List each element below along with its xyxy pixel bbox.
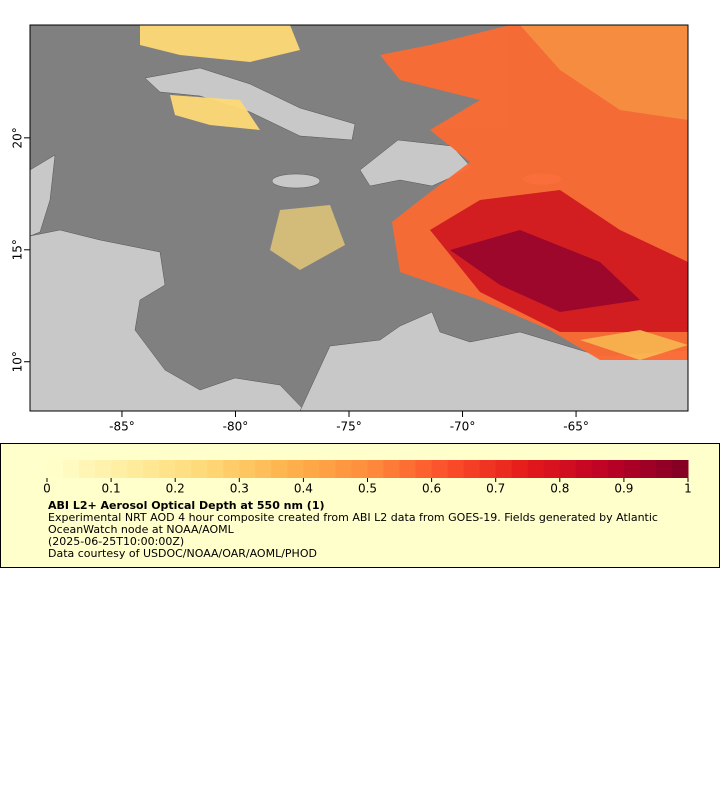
colorbar-tick-label: 0.8 [550, 482, 569, 496]
colorbar-step [607, 460, 625, 478]
colorbar-tick-label: 0.1 [102, 482, 121, 496]
colorbar-step [383, 460, 401, 478]
cuba [144, 67, 356, 141]
colorbar-step [351, 460, 368, 478]
land [30, 67, 688, 411]
central-america [30, 229, 306, 411]
x-tick-label: -65° [563, 420, 589, 434]
yucatan [30, 154, 56, 237]
aerosol-field [140, 25, 688, 360]
jamaica [271, 173, 321, 189]
colorbar-tick-label: 0 [43, 482, 51, 496]
y-tick-label: 20° [11, 127, 25, 148]
colorbar-step [63, 460, 80, 478]
aerosol-patch [140, 25, 300, 62]
colorbar-tick-label: 0.5 [358, 482, 377, 496]
y-tick-label: 15° [11, 239, 25, 260]
colorbar-step [639, 460, 657, 478]
colorbar-step [671, 460, 689, 478]
colorbar-step [159, 460, 176, 478]
colorbar-step [623, 460, 641, 478]
aerosol-patch [450, 230, 640, 312]
colorbar-step [79, 460, 96, 478]
y-tick-label: 10° [11, 351, 25, 372]
colorbar-step [271, 460, 288, 478]
legend-time: (2025-06-25T10:00:00Z) [48, 535, 185, 548]
legend-title: ABI L2+ Aerosol Optical Depth at 550 nm … [48, 499, 325, 512]
colorbar-step [319, 460, 336, 478]
legend-description: Experimental NRT AOD 4 hour composite cr… [48, 511, 658, 536]
colorbar-tick-label: 1 [684, 482, 692, 496]
colorbar-tick-label: 0.2 [166, 482, 185, 496]
colorbar-step [255, 460, 272, 478]
colorbar-step [431, 460, 449, 478]
colorbar-step [287, 460, 304, 478]
colorbar-step [463, 460, 481, 478]
colorbar-step [111, 460, 128, 478]
colorbar-step [511, 460, 529, 478]
colorbar-step [175, 460, 192, 478]
colorbar-step [575, 460, 593, 478]
colorbar-step [655, 460, 673, 478]
colorbar-step [367, 460, 385, 478]
colorbar-step [591, 460, 609, 478]
aerosol-patch [520, 25, 688, 120]
x-tick-label: -80° [223, 420, 249, 434]
colorbar-step [495, 460, 513, 478]
south-america [299, 311, 688, 411]
legend-credit: Data courtesy of USDOC/NOAA/OAR/AOML/PHO… [48, 547, 317, 560]
colorbar-step [191, 460, 208, 478]
colorbar-step [543, 460, 561, 478]
colorbar-step [479, 460, 497, 478]
colorbar-tick-label: 0.3 [230, 482, 249, 496]
legend-text: ABI L2+ Aerosol Optical Depth at 550 nm … [48, 500, 688, 560]
map-frame [29, 24, 689, 412]
colorbar-step [239, 460, 256, 478]
colorbar-step [527, 460, 545, 478]
x-tick-label: -85° [109, 420, 135, 434]
aerosol-patch [170, 95, 260, 130]
colorbar-step [223, 460, 240, 478]
aerosol-patch [270, 205, 345, 270]
x-tick-label: -75° [336, 420, 362, 434]
map-layers [30, 25, 688, 411]
colorbar-step [335, 460, 352, 478]
x-tick-label: -70° [450, 420, 476, 434]
colorbar-step [207, 460, 224, 478]
colorbar-step [47, 460, 64, 478]
colorbar-step [143, 460, 160, 478]
colorbar-step [399, 460, 417, 478]
colorbar-step [303, 460, 320, 478]
colorbar-step [559, 460, 577, 478]
colorbar-step [127, 460, 144, 478]
colorbar-step [415, 460, 433, 478]
map: -85° -80° -75° -70° -65° 10° 15° 20° 0 0.1 0.2 0.3 0… [11, 24, 692, 496]
colorbar-tick-label: 0.9 [614, 482, 633, 496]
colorbar-tick-label: 0.4 [294, 482, 313, 496]
colorbar-tick-label: 0.6 [422, 482, 441, 496]
aerosol-patch [580, 330, 688, 360]
colorbar-tick-label: 0.7 [486, 482, 505, 496]
colorbar-step [447, 460, 465, 478]
colorbar-step [95, 460, 112, 478]
